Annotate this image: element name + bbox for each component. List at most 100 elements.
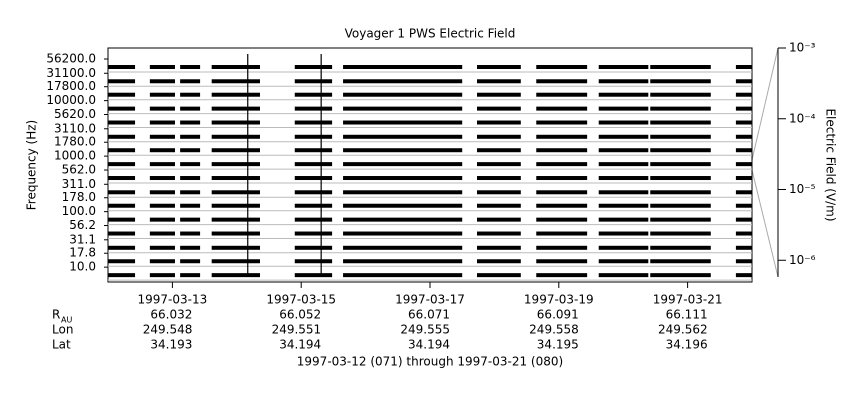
data-band	[343, 273, 463, 278]
data-band	[180, 134, 201, 139]
data-band	[149, 134, 175, 139]
data-band	[108, 162, 136, 167]
ephemeris-value: 249.562	[658, 323, 708, 337]
footer: 1997-03-12 (071) through 1997-03-21 (080…	[297, 355, 563, 369]
data-band	[477, 120, 521, 125]
data-band	[108, 106, 136, 111]
data-band	[477, 176, 521, 181]
data-band	[598, 134, 649, 139]
data-band	[108, 134, 136, 139]
data-band	[180, 245, 201, 250]
data-band	[598, 259, 649, 264]
data-band	[477, 148, 521, 153]
data-band	[598, 231, 649, 236]
data-band	[735, 148, 752, 153]
data-band	[598, 273, 649, 278]
data-band	[598, 203, 649, 208]
data-band	[211, 106, 260, 111]
y-tick-label: 1780.0	[54, 135, 96, 149]
y-tick-label: 17800.0	[46, 79, 96, 93]
data-band	[650, 273, 711, 278]
data-band	[211, 231, 260, 236]
data-band	[211, 217, 260, 222]
y-tick-label: 56.2	[69, 218, 96, 232]
data-band	[650, 190, 711, 195]
data-band	[650, 134, 711, 139]
data-band	[650, 231, 711, 236]
data-band	[180, 273, 201, 278]
data-band	[598, 120, 649, 125]
data-band	[180, 176, 201, 181]
ephemeris-value: 34.195	[537, 338, 579, 352]
data-band	[598, 162, 649, 167]
data-band	[180, 120, 201, 125]
data-band	[343, 134, 463, 139]
data-band	[477, 162, 521, 167]
data-band	[294, 245, 333, 250]
data-band	[108, 79, 136, 84]
data-band	[735, 273, 752, 278]
y-tick-label: 100.0	[62, 204, 96, 218]
chart-title: Voyager 1 PWS Electric Field	[345, 27, 516, 41]
data-band	[149, 231, 175, 236]
data-band	[108, 245, 136, 250]
data-band	[598, 176, 649, 181]
data-band	[477, 217, 521, 222]
data-band	[108, 203, 136, 208]
ephemeris-value: 249.548	[143, 323, 193, 337]
data-band	[477, 245, 521, 250]
data-band	[343, 217, 463, 222]
data-band	[650, 65, 711, 70]
data-band	[294, 231, 333, 236]
data-band	[108, 231, 136, 236]
data-band	[536, 176, 588, 181]
ephemeris-value: 34.194	[279, 338, 321, 352]
data-band	[735, 134, 752, 139]
scale-connector	[751, 47, 779, 161]
data-band	[536, 79, 588, 84]
data-band	[536, 65, 588, 70]
data-band	[477, 134, 521, 139]
data-band	[180, 162, 201, 167]
data-band	[735, 190, 752, 195]
ephemeris-value: 66.052	[279, 308, 321, 322]
data-band	[343, 231, 463, 236]
y-tick-label: 1000.0	[54, 149, 96, 163]
data-band	[598, 217, 649, 222]
data-band	[477, 231, 521, 236]
data-band	[735, 245, 752, 250]
data-band	[477, 65, 521, 70]
data-band	[536, 203, 588, 208]
data-band	[149, 245, 175, 250]
ephemeris-value: 34.196	[666, 338, 708, 352]
data-band	[343, 190, 463, 195]
data-band	[149, 217, 175, 222]
ephemeris-value: 34.193	[150, 338, 192, 352]
data-band	[211, 92, 260, 97]
data-band	[536, 259, 588, 264]
data-band	[211, 162, 260, 167]
data-band	[477, 190, 521, 195]
data-band	[343, 259, 463, 264]
y-tick-label: 562.0	[62, 163, 96, 177]
y-tick-label: 178.0	[62, 190, 96, 204]
data-band	[735, 231, 752, 236]
scale-connector	[751, 169, 779, 278]
data-band	[180, 259, 201, 264]
data-band	[650, 162, 711, 167]
data-band	[211, 190, 260, 195]
data-band	[343, 245, 463, 250]
data-band	[343, 92, 463, 97]
data-band	[650, 120, 711, 125]
data-band	[536, 273, 588, 278]
data-band	[650, 245, 711, 250]
data-band	[211, 273, 260, 278]
data-band	[343, 162, 463, 167]
x-tick-label: 1997-03-15	[266, 293, 336, 307]
data-band	[149, 190, 175, 195]
data-band	[735, 65, 752, 70]
data-band	[149, 79, 175, 84]
data-band	[536, 245, 588, 250]
y-tick-label: 31.1	[69, 232, 96, 246]
data-band	[650, 259, 711, 264]
